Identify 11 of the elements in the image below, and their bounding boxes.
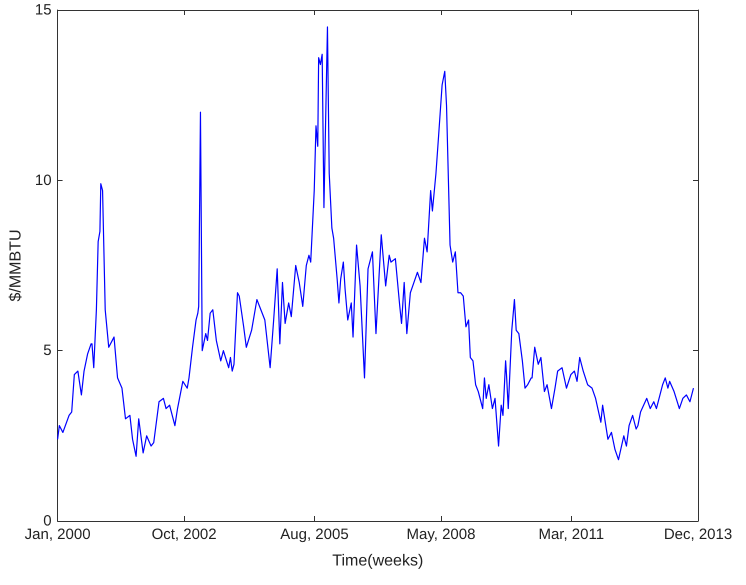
y-tick-label: 5 [43,342,52,360]
line-series [56,26,694,460]
x-tick-label: Oct, 2002 [152,526,217,543]
x-tick-label: Mar, 2011 [538,526,604,543]
y-tick-label: 10 [34,172,52,189]
x-tick-label: May, 2008 [406,526,476,543]
x-tick-label: Aug, 2005 [280,526,349,543]
y-tick-label: 15 [34,2,52,18]
y-axis-title: $/MMBTU [8,230,24,302]
x-axis-title: Time(weeks) [332,552,424,570]
x-tick-label: Dec, 2013 [664,526,732,543]
